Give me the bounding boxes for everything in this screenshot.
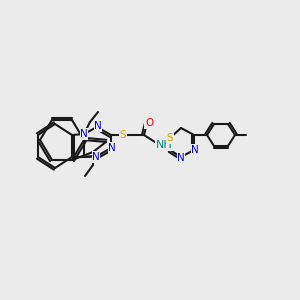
Text: S: S bbox=[167, 133, 173, 143]
Text: N: N bbox=[92, 152, 100, 162]
Text: N: N bbox=[80, 129, 88, 139]
Text: N: N bbox=[177, 153, 185, 163]
Text: N: N bbox=[108, 143, 116, 153]
Text: S: S bbox=[120, 130, 126, 140]
Text: O: O bbox=[145, 118, 153, 128]
Text: NH: NH bbox=[156, 140, 173, 150]
Text: N: N bbox=[191, 145, 199, 155]
Text: N: N bbox=[94, 121, 102, 131]
